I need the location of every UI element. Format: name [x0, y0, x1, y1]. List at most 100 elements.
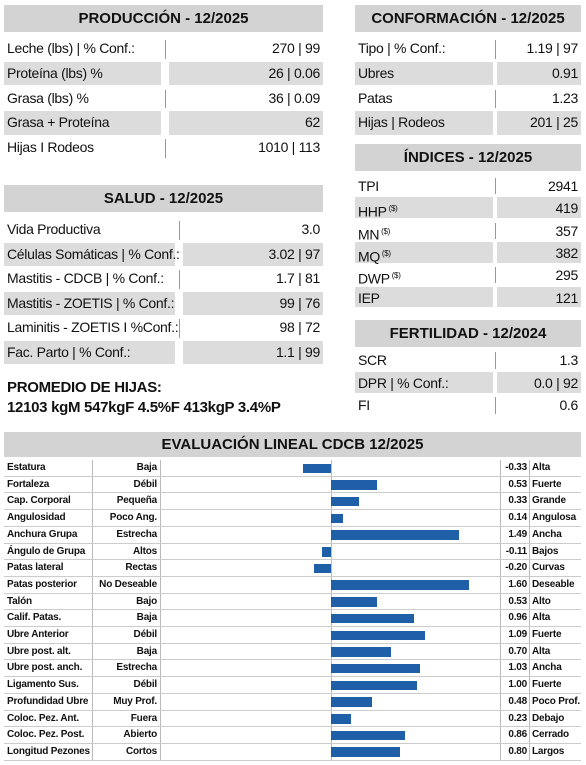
high-label: Alta: [532, 645, 551, 657]
low-label: Rectas: [125, 562, 157, 574]
promedio-text: 12103 kgM 547kgF 4.5%F 413kgP 3.4%P: [7, 399, 281, 416]
bar: [331, 647, 392, 657]
row-label: Grasa + Proteína: [4, 111, 161, 135]
bar: [331, 580, 469, 590]
row-line: [4, 575, 581, 577]
value-label: 0.96: [508, 612, 527, 624]
low-label: Débil: [133, 679, 158, 691]
label-text: DWP: [358, 270, 390, 287]
trait: Cap. Corporal: [7, 495, 71, 507]
high-label: Ancha: [532, 528, 562, 540]
divider: [495, 397, 496, 414]
label-text: Hijas | Rodeos: [358, 114, 445, 131]
row-label: Patas: [355, 87, 493, 110]
row-value: 0.0 | 92: [497, 371, 581, 393]
label-text: FI: [358, 397, 370, 413]
divider: [165, 139, 166, 158]
column-line: [500, 460, 501, 761]
row-value: 36 | 0.09: [268, 89, 320, 106]
value-label: 1.49: [508, 528, 527, 540]
row-label: HHP ($): [355, 197, 493, 220]
low-label: Bajo: [136, 595, 157, 607]
high-label: Fuerte: [532, 679, 562, 691]
label-text: Mastitis - ZOETIS | % Conf.:: [7, 294, 175, 311]
divider: [495, 178, 496, 195]
trait: Calif. Patas.: [7, 612, 62, 624]
section-header: SALUD - 12/2025: [4, 185, 323, 212]
trait: Ligamento Sus.: [7, 679, 79, 691]
row-line: [4, 676, 581, 678]
row-value: 1.3: [559, 352, 578, 368]
low-label: Poco Ang.: [109, 512, 157, 524]
row-value: 419: [497, 197, 581, 219]
row-value: 1.19 | 97: [526, 40, 578, 56]
row-label: DPR | % Conf.:: [355, 371, 493, 393]
value-label: 1.00: [508, 679, 527, 691]
high-label: Cerrado: [532, 729, 569, 741]
label-text: Grasa (lbs) %: [7, 89, 89, 106]
value-label: 0.33: [508, 495, 527, 507]
row-value: 3.0: [301, 221, 320, 237]
value-label: 0.53: [508, 478, 527, 490]
row-value: 98 | 72: [279, 319, 321, 336]
row-value: 357: [555, 222, 579, 239]
row-value: 270 | 99: [272, 40, 320, 56]
row-label: Ubres: [355, 61, 493, 86]
row-label: DWP ($): [355, 264, 493, 287]
chart-title: EVALUACIÓN LINEAL CDCB 12/2025: [4, 432, 581, 457]
trait: Patas lateral: [7, 562, 64, 574]
bar: [313, 563, 331, 574]
label-text: Tipo | % Conf.:: [358, 40, 446, 56]
row-label: Leche (lbs) | % Conf.:: [4, 37, 161, 60]
label-text: DPR | % Conf.:: [358, 374, 449, 391]
value-label: -0.20: [505, 562, 527, 574]
bar: [331, 663, 420, 674]
row-line: [4, 726, 581, 728]
label-text: Fac. Parto | % Conf.:: [7, 344, 131, 360]
row-label: Mastitis - ZOETIS | % Conf.:: [4, 291, 175, 315]
bar: [331, 730, 405, 741]
bar: [321, 547, 331, 557]
high-label: Curvas: [532, 562, 565, 574]
row-label: Grasa (lbs) %: [4, 87, 161, 110]
low-label: Abierto: [123, 729, 157, 741]
row-label: Proteína (lbs) %: [4, 61, 161, 86]
row-line: [4, 542, 581, 544]
high-label: Poco Prof.: [532, 695, 581, 707]
trait: Anchura Grupa: [7, 528, 78, 540]
value-label: 0.23: [508, 712, 527, 724]
row-value: 0.91: [497, 61, 581, 86]
bar: [331, 613, 414, 624]
divider: [165, 40, 166, 59]
row-line: [4, 609, 581, 611]
high-label: Alto: [532, 595, 551, 607]
label-text: HHP: [358, 203, 387, 220]
row-label: Mastitis - CDCB | % Conf.:: [4, 267, 175, 290]
superscript: ($): [379, 226, 390, 236]
label-text: IEP: [358, 289, 380, 306]
row-value: 1.7 | 81: [275, 270, 320, 287]
section-header: CONFORMACIÓN - 12/2025: [355, 5, 581, 32]
section-header: ÍNDICES - 12/2025: [355, 144, 581, 171]
bar: [302, 463, 331, 473]
promedio-title: PROMEDIO DE HIJAS:: [7, 379, 162, 396]
row-line: [4, 692, 581, 694]
high-label: Largos: [532, 745, 565, 757]
low-label: Pequeña: [116, 495, 157, 507]
row-line: [4, 659, 581, 661]
label-text: Laminitis - ZOETIS I %Conf.:: [7, 319, 179, 336]
row-label: Hijas | Rodeos: [355, 111, 493, 135]
row-value: 0.6: [559, 397, 578, 413]
section-header: PRODUCCIÓN - 12/2025: [4, 5, 323, 32]
low-label: Baja: [136, 462, 158, 473]
bar: [331, 480, 377, 490]
row-line: [4, 492, 581, 494]
divider: [495, 40, 496, 59]
row-value: 295: [555, 267, 579, 284]
row-line: [4, 759, 581, 761]
trait: Longitud Pezones: [7, 745, 90, 757]
bar: [331, 630, 425, 640]
value-label: 0.53: [508, 595, 527, 607]
low-label: Fuera: [130, 712, 157, 724]
low-label: Débil: [133, 478, 158, 490]
